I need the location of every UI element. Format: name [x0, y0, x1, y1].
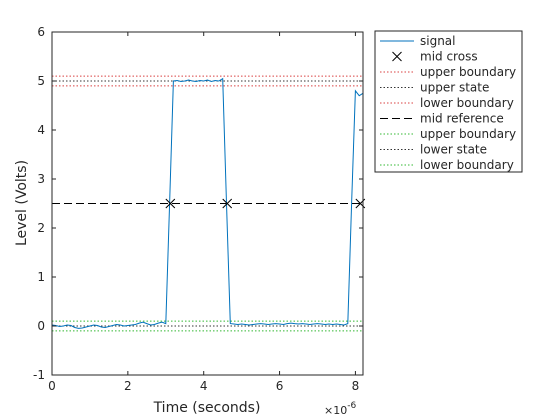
legend-entry-7: lower state — [380, 143, 487, 157]
axes-box — [51, 31, 364, 376]
legend-label-3: upper state — [420, 81, 489, 95]
legend-entry-5: mid reference — [380, 112, 504, 126]
legend-entry-0: signal — [380, 34, 456, 48]
legend-label-5: mid reference — [420, 112, 504, 126]
mid-cross-marker-0 — [165, 198, 176, 209]
legend-label-6: upper boundary — [420, 127, 516, 141]
legend-label-8: lower boundary — [420, 158, 514, 172]
x-axis-exponent-power: -6 — [347, 401, 356, 411]
y-tick-label-6: 5 — [37, 74, 45, 88]
x-tick-label-1: 2 — [124, 379, 132, 393]
x-axis-label: Time (seconds) — [153, 400, 261, 416]
legend-label-7: lower state — [420, 143, 487, 157]
legend-entry-3: upper state — [380, 81, 489, 95]
legend-entry-6: upper boundary — [380, 127, 516, 141]
y-tick-label-7: 6 — [37, 25, 45, 39]
legend-label-0: signal — [420, 34, 456, 48]
mid-cross-marker-1 — [222, 198, 233, 209]
y-tick-label-5: 4 — [37, 123, 45, 137]
x-axis-exponent: ×10-6 — [324, 401, 356, 417]
legend-label-1: mid cross — [420, 50, 478, 64]
x-tick-label-0: 0 — [48, 379, 56, 393]
legend-swatch-1 — [392, 51, 402, 62]
x-axis-exponent-base: ×10 — [324, 404, 347, 417]
legend-label-2: upper boundary — [420, 65, 516, 79]
y-tick-label-2: 1 — [37, 270, 45, 284]
legend-entry-4: lower boundary — [380, 96, 514, 110]
y-tick-label-0: -1 — [33, 368, 45, 382]
y-tick-label-3: 2 — [37, 221, 45, 235]
legend-entry-1: mid cross — [392, 50, 478, 64]
legend-entry-8: lower boundary — [380, 158, 514, 172]
y-tick-label-1: 0 — [37, 319, 45, 333]
y-axis-label: Level (Volts) — [14, 160, 30, 246]
x-tick-label-4: 8 — [352, 379, 360, 393]
x-tick-label-2: 4 — [200, 379, 208, 393]
x-tick-label-3: 6 — [276, 379, 284, 393]
legend-label-4: lower boundary — [420, 96, 514, 110]
series-layer — [51, 77, 364, 329]
legend-entry-2: upper boundary — [380, 65, 516, 79]
reference-lines — [52, 75, 363, 332]
y-tick-label-4: 3 — [37, 172, 45, 186]
series-line-0 — [51, 77, 364, 329]
